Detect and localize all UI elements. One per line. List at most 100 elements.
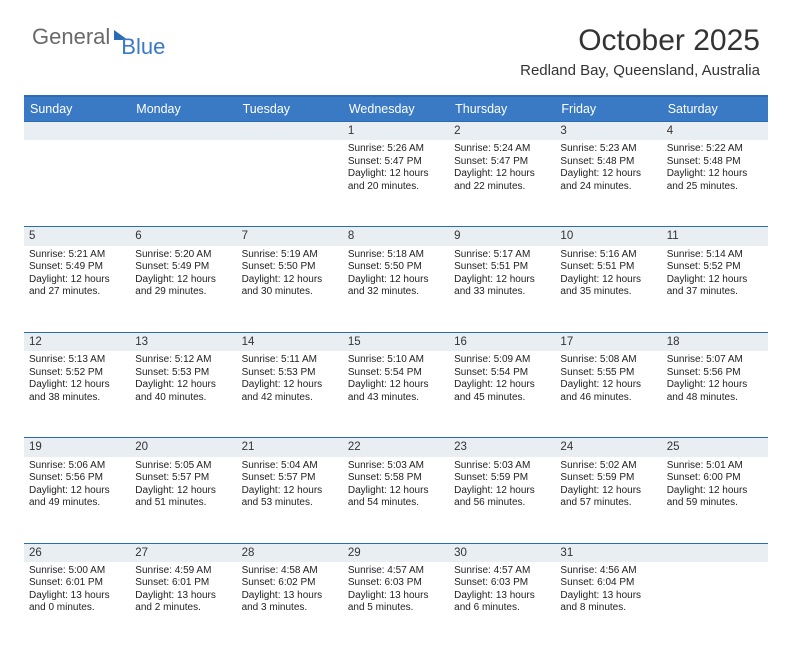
day-cell: Sunrise: 5:01 AMSunset: 6:00 PMDaylight:… bbox=[662, 457, 768, 543]
day-name: Thursday bbox=[449, 97, 555, 121]
sunrise-line: Sunrise: 5:17 AM bbox=[454, 249, 551, 262]
day-cell: Sunrise: 4:57 AMSunset: 6:03 PMDaylight:… bbox=[449, 562, 555, 648]
daylight-line: Daylight: 12 hours and 30 minutes. bbox=[242, 274, 339, 299]
day-number: 14 bbox=[237, 333, 343, 351]
daylight-line: Daylight: 12 hours and 45 minutes. bbox=[454, 379, 551, 404]
daylight-line: Daylight: 12 hours and 22 minutes. bbox=[454, 168, 551, 193]
sunrise-line: Sunrise: 5:11 AM bbox=[242, 354, 339, 367]
daylight-line: Daylight: 12 hours and 42 minutes. bbox=[242, 379, 339, 404]
daylight-line: Daylight: 12 hours and 54 minutes. bbox=[348, 485, 445, 510]
sunrise-line: Sunrise: 5:23 AM bbox=[560, 143, 657, 156]
sunset-line: Sunset: 5:50 PM bbox=[242, 261, 339, 274]
sunrise-line: Sunrise: 5:20 AM bbox=[135, 249, 232, 262]
week-row: Sunrise: 5:13 AMSunset: 5:52 PM Daylight:… bbox=[24, 351, 768, 437]
week-daynum-row: 19202122232425 bbox=[24, 437, 768, 456]
sunrise-line: Sunrise: 5:08 AM bbox=[560, 354, 657, 367]
day-number: 11 bbox=[662, 227, 768, 245]
day-number: 26 bbox=[24, 544, 130, 562]
day-cell: Sunrise: 5:14 AMSunset: 5:52 PMDaylight:… bbox=[662, 246, 768, 332]
sunset-line: Sunset: 5:56 PM bbox=[29, 472, 126, 485]
calendar: SundayMondayTuesdayWednesdayThursdayFrid… bbox=[24, 95, 768, 648]
day-cell: Sunrise: 5:04 AMSunset: 5:57 PMDaylight:… bbox=[237, 457, 343, 543]
day-cell: Sunrise: 4:57 AMSunset: 6:03 PMDaylight:… bbox=[343, 562, 449, 648]
day-cell: Sunrise: 5:03 AMSunset: 5:58 PMDaylight:… bbox=[343, 457, 449, 543]
day-number: 12 bbox=[24, 333, 130, 351]
day-number: 23 bbox=[449, 438, 555, 456]
day-cell: Sunrise: 5:17 AMSunset: 5:51 PMDaylight:… bbox=[449, 246, 555, 332]
daylight-line: Daylight: 12 hours and 35 minutes. bbox=[560, 274, 657, 299]
day-name: Monday bbox=[130, 97, 236, 121]
daylight-line: Daylight: 12 hours and 59 minutes. bbox=[667, 485, 764, 510]
sunrise-line: Sunrise: 5:05 AM bbox=[135, 460, 232, 473]
day-cell: Sunrise: 5:21 AMSunset: 5:49 PMDaylight:… bbox=[24, 246, 130, 332]
sunset-line: Sunset: 5:57 PM bbox=[242, 472, 339, 485]
sunrise-line: Sunrise: 4:56 AM bbox=[560, 565, 657, 578]
day-number: 5 bbox=[24, 227, 130, 245]
daylight-line: Daylight: 12 hours and 46 minutes. bbox=[560, 379, 657, 404]
sunset-line: Sunset: 6:02 PM bbox=[242, 577, 339, 590]
sunset-line: Sunset: 6:00 PM bbox=[667, 472, 764, 485]
sunset-line: Sunset: 6:04 PM bbox=[560, 577, 657, 590]
sunset-line: Sunset: 5:47 PM bbox=[454, 156, 551, 169]
day-number: 24 bbox=[555, 438, 661, 456]
page-title: October 2025 bbox=[520, 24, 760, 58]
day-number: 6 bbox=[130, 227, 236, 245]
sunrise-line: Sunrise: 5:16 AM bbox=[560, 249, 657, 262]
day-number: 20 bbox=[130, 438, 236, 456]
sunset-line: Sunset: 5:51 PM bbox=[560, 261, 657, 274]
day-number: 13 bbox=[130, 333, 236, 351]
daylight-line: Daylight: 13 hours and 3 minutes. bbox=[242, 590, 339, 615]
daylight-line: Daylight: 12 hours and 37 minutes. bbox=[667, 274, 764, 299]
day-cell: Sunrise: 5:10 AMSunset: 5:54 PMDaylight:… bbox=[343, 351, 449, 437]
day-name: Tuesday bbox=[237, 97, 343, 121]
week-daynum-row: 1234 bbox=[24, 121, 768, 140]
day-cell: Sunrise: 5:00 AMSunset: 6:01 PMDaylight:… bbox=[24, 562, 130, 648]
day-cell: Sunrise: 5:22 AMSunset: 5:48 PMDaylight:… bbox=[662, 140, 768, 226]
sunset-line: Sunset: 6:03 PM bbox=[454, 577, 551, 590]
sunset-line: Sunset: 5:48 PM bbox=[667, 156, 764, 169]
daylight-line: Daylight: 12 hours and 49 minutes. bbox=[29, 485, 126, 510]
daylight-line: Daylight: 12 hours and 51 minutes. bbox=[135, 485, 232, 510]
sunrise-line: Sunrise: 5:18 AM bbox=[348, 249, 445, 262]
day-cell: Sunrise: 4:56 AMSunset: 6:04 PMDaylight:… bbox=[555, 562, 661, 648]
sunset-line: Sunset: 5:58 PM bbox=[348, 472, 445, 485]
sunset-line: Sunset: 5:48 PM bbox=[560, 156, 657, 169]
week-daynum-row: 12131415161718 bbox=[24, 332, 768, 351]
sunrise-line: Sunrise: 5:13 AM bbox=[29, 354, 126, 367]
sunrise-line: Sunrise: 5:12 AM bbox=[135, 354, 232, 367]
sunset-line: Sunset: 5:53 PM bbox=[135, 367, 232, 380]
sunrise-line: Sunrise: 5:00 AM bbox=[29, 565, 126, 578]
week-daynum-row: 262728293031 bbox=[24, 543, 768, 562]
day-cell: Sunrise: 5:06 AMSunset: 5:56 PMDaylight:… bbox=[24, 457, 130, 543]
sunrise-line: Sunrise: 5:01 AM bbox=[667, 460, 764, 473]
day-number: 27 bbox=[130, 544, 236, 562]
sunset-line: Sunset: 5:47 PM bbox=[348, 156, 445, 169]
sunset-line: Sunset: 5:54 PM bbox=[348, 367, 445, 380]
sunset-line: Sunset: 5:52 PM bbox=[29, 367, 126, 380]
day-names-row: SundayMondayTuesdayWednesdayThursdayFrid… bbox=[24, 97, 768, 121]
week-row: Sunrise: 5:21 AMSunset: 5:49 PMDaylight:… bbox=[24, 246, 768, 332]
day-cell: Sunrise: 5:13 AMSunset: 5:52 PMDaylight:… bbox=[24, 351, 130, 437]
day-number: 21 bbox=[237, 438, 343, 456]
day-cell: Sunrise: 5:08 AMSunset: 5:55 PMDaylight:… bbox=[555, 351, 661, 437]
sunset-line: Sunset: 5:49 PM bbox=[135, 261, 232, 274]
day-cell: Sunrise: 5:09 AMSunset: 5:54 PMDaylight:… bbox=[449, 351, 555, 437]
day-cell: Sunrise: 5:26 AMSunset: 5:47 PMDaylight:… bbox=[343, 140, 449, 226]
daylight-line: Daylight: 12 hours and 53 minutes. bbox=[242, 485, 339, 510]
day-number: 10 bbox=[555, 227, 661, 245]
daylight-line: Daylight: 12 hours and 40 minutes. bbox=[135, 379, 232, 404]
sunset-line: Sunset: 5:49 PM bbox=[29, 261, 126, 274]
sunset-line: Sunset: 5:59 PM bbox=[454, 472, 551, 485]
day-name: Friday bbox=[555, 97, 661, 121]
sunrise-line: Sunrise: 5:24 AM bbox=[454, 143, 551, 156]
day-number: 3 bbox=[555, 122, 661, 140]
sunrise-line: Sunrise: 5:03 AM bbox=[454, 460, 551, 473]
day-cell: Sunrise: 5:02 AMSunset: 5:59 PMDaylight:… bbox=[555, 457, 661, 543]
daylight-line: Daylight: 12 hours and 24 minutes. bbox=[560, 168, 657, 193]
day-number: 31 bbox=[555, 544, 661, 562]
sunrise-line: Sunrise: 4:57 AM bbox=[348, 565, 445, 578]
sunset-line: Sunset: 6:03 PM bbox=[348, 577, 445, 590]
sunset-line: Sunset: 5:50 PM bbox=[348, 261, 445, 274]
location-subtitle: Redland Bay, Queensland, Australia bbox=[520, 62, 760, 79]
day-name: Wednesday bbox=[343, 97, 449, 121]
